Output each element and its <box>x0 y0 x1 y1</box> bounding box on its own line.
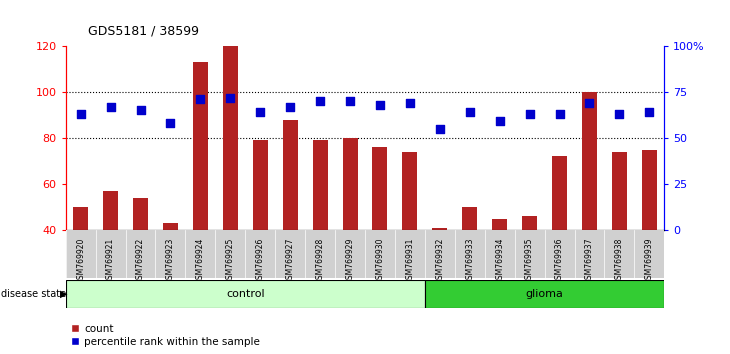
Point <box>254 109 266 115</box>
Bar <box>372 147 388 230</box>
Bar <box>342 138 358 230</box>
Point <box>134 108 146 113</box>
Point <box>164 120 176 126</box>
Point <box>583 100 595 106</box>
Text: control: control <box>226 289 264 299</box>
FancyBboxPatch shape <box>425 280 664 308</box>
Text: GSM769932: GSM769932 <box>435 237 445 284</box>
Bar <box>163 223 178 230</box>
Point <box>464 109 475 115</box>
Bar <box>73 207 88 230</box>
Bar <box>312 140 328 230</box>
Text: GSM769935: GSM769935 <box>525 237 534 284</box>
Bar <box>253 140 268 230</box>
Bar <box>492 218 507 230</box>
Bar <box>103 191 118 230</box>
Point <box>553 111 565 117</box>
Text: GSM769931: GSM769931 <box>405 237 415 284</box>
Point <box>523 111 535 117</box>
Text: GSM769938: GSM769938 <box>615 237 624 284</box>
Bar <box>223 46 238 230</box>
Text: GSM769933: GSM769933 <box>465 237 474 284</box>
Point <box>643 109 655 115</box>
Point <box>613 111 625 117</box>
Text: GSM769925: GSM769925 <box>226 237 235 284</box>
Point <box>374 102 385 108</box>
Text: GSM769939: GSM769939 <box>645 237 654 284</box>
Text: GSM769920: GSM769920 <box>76 237 85 284</box>
Text: GSM769923: GSM769923 <box>166 237 175 284</box>
Bar <box>642 149 657 230</box>
Text: GSM769924: GSM769924 <box>196 237 205 284</box>
Point <box>344 98 356 104</box>
Bar <box>522 216 537 230</box>
Bar <box>612 152 627 230</box>
Point <box>224 95 236 101</box>
Text: GSM769929: GSM769929 <box>345 237 355 284</box>
Bar <box>462 207 477 230</box>
Text: disease state: disease state <box>1 289 66 299</box>
Text: GSM769926: GSM769926 <box>255 237 265 284</box>
Bar <box>432 228 447 230</box>
Text: GSM769921: GSM769921 <box>106 237 115 284</box>
Point <box>194 97 206 102</box>
Bar <box>283 120 298 230</box>
Text: ▶: ▶ <box>60 289 67 299</box>
Bar <box>193 62 208 230</box>
Text: GSM769928: GSM769928 <box>315 237 325 284</box>
Text: glioma: glioma <box>526 289 564 299</box>
Bar <box>402 152 418 230</box>
Point <box>404 100 415 106</box>
Point <box>314 98 326 104</box>
Text: GSM769930: GSM769930 <box>375 237 385 284</box>
Bar <box>552 156 567 230</box>
Legend: count, percentile rank within the sample: count, percentile rank within the sample <box>71 324 261 347</box>
Text: GDS5181 / 38599: GDS5181 / 38599 <box>88 25 199 38</box>
FancyBboxPatch shape <box>66 280 425 308</box>
Point <box>434 126 445 132</box>
Text: GSM769927: GSM769927 <box>285 237 295 284</box>
Text: GSM769922: GSM769922 <box>136 237 145 284</box>
Point <box>74 111 86 117</box>
Point <box>493 119 505 124</box>
Bar <box>582 92 597 230</box>
Point <box>284 104 296 110</box>
Point <box>104 104 116 110</box>
Text: GSM769937: GSM769937 <box>585 237 594 284</box>
Text: GSM769934: GSM769934 <box>495 237 504 284</box>
Bar <box>133 198 148 230</box>
Text: GSM769936: GSM769936 <box>555 237 564 284</box>
